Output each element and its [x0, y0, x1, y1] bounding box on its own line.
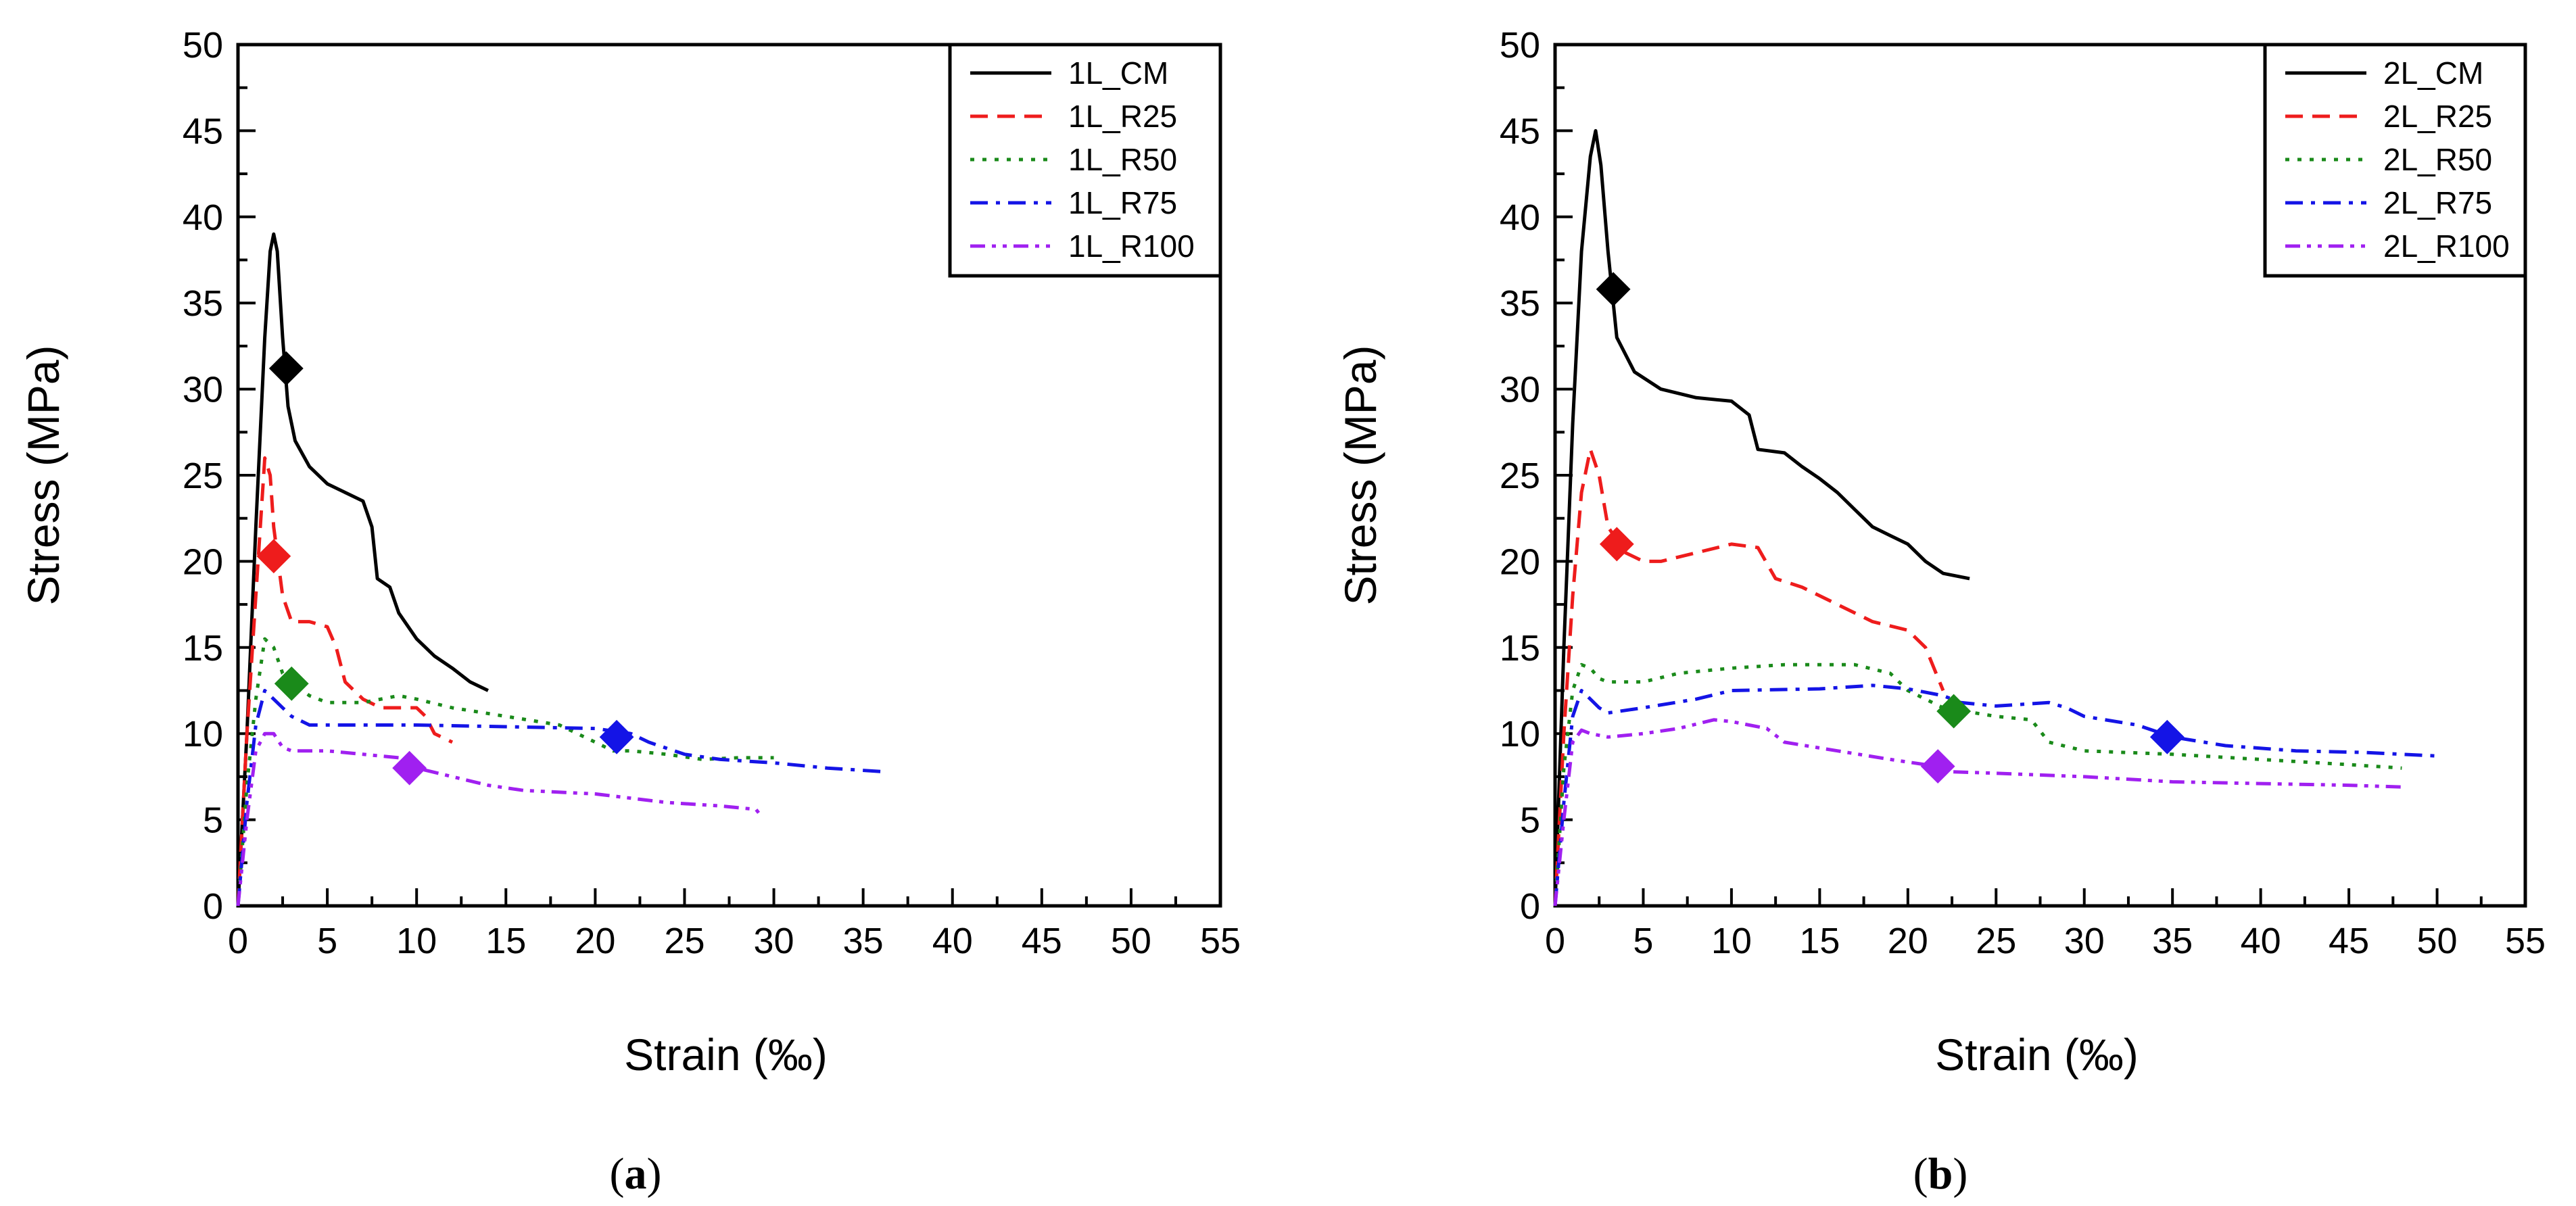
legend-label-2L_R75: 2L_R75 [2383, 185, 2492, 220]
series-line-1L_R25 [236, 456, 454, 907]
series-line-1L_R50 [236, 637, 774, 907]
peak-marker-1L_R25 [256, 539, 291, 574]
x-tick-label: 25 [664, 921, 705, 961]
peak-marker-1L_R75 [599, 719, 634, 754]
y-tick-label: 40 [183, 197, 223, 238]
series-line-1L_R75 [236, 689, 882, 907]
x-tick-label: 35 [843, 921, 884, 961]
series-line-2L_R100 [1553, 718, 2402, 907]
y-tick-label: 20 [183, 541, 223, 582]
x-tick-label: 40 [932, 921, 973, 961]
x-tick-label: 15 [1799, 921, 1840, 961]
y-tick-label: 10 [1500, 714, 1540, 754]
peak-marker-2L_R100 [1920, 749, 1955, 784]
y-tick-label: 5 [1520, 800, 1540, 841]
x-tick-label: 30 [754, 921, 794, 961]
legend-label-2L_R100: 2L_R100 [2383, 228, 2510, 264]
y-tick-label: 0 [203, 886, 223, 927]
legend-label-1L_R25: 1L_R25 [1068, 99, 1177, 134]
x-tick-label: 10 [396, 921, 437, 961]
x-tick-label: 35 [2152, 921, 2193, 961]
x-tick-label: 55 [1200, 921, 1241, 961]
legend-label-1L_R75: 1L_R75 [1068, 185, 1177, 220]
y-axis-title: Stress (MPa) [18, 345, 68, 605]
y-tick-label: 30 [1500, 370, 1540, 410]
x-tick-label: 20 [575, 921, 615, 961]
panel-label: (b) [1913, 1149, 1968, 1199]
y-tick-label: 15 [183, 628, 223, 669]
x-axis-title: Strain (‰) [1935, 1030, 2139, 1080]
y-tick-label: 45 [183, 111, 223, 151]
series-line-2L_R25 [1553, 448, 1945, 907]
series-line-1L_R100 [236, 731, 763, 907]
y-tick-label: 15 [1500, 628, 1540, 669]
legend-label-1L_R100: 1L_R100 [1068, 228, 1195, 264]
y-tick-label: 40 [1500, 197, 1540, 238]
y-tick-label: 25 [1500, 456, 1540, 496]
legend-box [2263, 43, 2527, 278]
chart-panel-a: 0 5 10 15 20 25 30 35 40 45 50 0 5 10 15 20 25 30 35 40 45 50… [18, 25, 1241, 1199]
y-axis-title: Stress (MPa) [1335, 345, 1385, 605]
series-line-2L_R75 [1553, 683, 2437, 907]
peak-marker-2L_R25 [1599, 527, 1634, 562]
series-line-2L_CM [1553, 128, 1970, 907]
series-line-1L_CM [236, 232, 489, 907]
y-tick-label: 10 [183, 714, 223, 754]
x-tick-label: 20 [1888, 921, 1928, 961]
x-tick-label: 45 [1022, 921, 1062, 961]
x-tick-label: 10 [1711, 921, 1752, 961]
x-tick-label: 15 [485, 921, 526, 961]
legend-label-2L_CM: 2L_CM [2383, 55, 2483, 91]
x-tick-label: 0 [1545, 921, 1565, 961]
peak-marker-2L_R75 [2149, 719, 2185, 754]
y-tick-label: 30 [183, 370, 223, 410]
x-tick-label: 40 [2241, 921, 2281, 961]
peak-marker-2L_R50 [1936, 694, 1972, 729]
legend-label-2L_R50: 2L_R50 [2383, 142, 2492, 177]
panel-label: (a) [610, 1149, 662, 1199]
y-tick-label: 50 [1500, 25, 1540, 66]
y-tick-label: 25 [183, 456, 223, 496]
legend-label-1L_CM: 1L_CM [1068, 55, 1168, 91]
y-tick-label: 35 [1500, 283, 1540, 324]
x-axis-title: Strain (‰) [624, 1030, 828, 1080]
legend-label-2L_R25: 2L_R25 [2383, 99, 2492, 134]
y-tick-label: 50 [183, 25, 223, 66]
y-tick-label: 0 [1520, 886, 1540, 927]
y-tick-label: 20 [1500, 541, 1540, 582]
peak-marker-1L_CM [268, 351, 304, 386]
x-tick-label: 30 [2064, 921, 2105, 961]
y-tick-label: 35 [183, 283, 223, 324]
x-tick-label: 55 [2505, 921, 2546, 961]
x-tick-label: 50 [1111, 921, 1151, 961]
x-tick-label: 5 [1633, 921, 1653, 961]
peak-marker-1L_R100 [392, 750, 427, 786]
x-tick-label: 45 [2329, 921, 2369, 961]
x-tick-label: 5 [317, 921, 337, 961]
chart-panel-b: 0 5 10 15 20 25 30 35 40 45 50 0 5 10 15 20 25 30 35 40 45 50… [1335, 25, 2546, 1199]
series-line-2L_R50 [1553, 662, 2402, 907]
peak-marker-2L_CM [1596, 272, 1631, 307]
x-tick-label: 25 [1976, 921, 2016, 961]
x-tick-label: 0 [228, 921, 248, 961]
peak-marker-1L_R50 [274, 666, 309, 701]
y-tick-label: 45 [1500, 111, 1540, 151]
legend-label-1L_R50: 1L_R50 [1068, 142, 1177, 177]
x-tick-label: 50 [2417, 921, 2458, 961]
y-tick-label: 5 [203, 800, 223, 841]
